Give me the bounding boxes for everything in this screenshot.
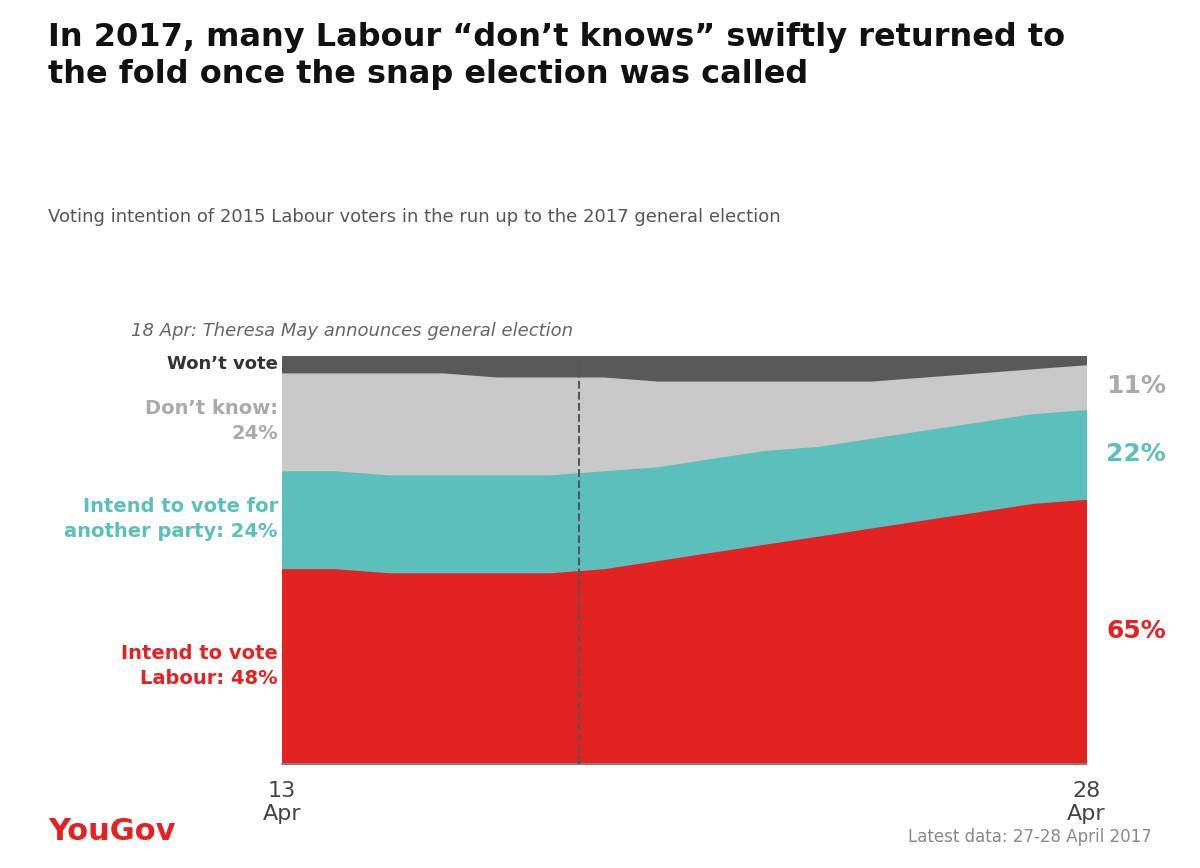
- Text: 11%: 11%: [1106, 374, 1166, 398]
- Text: Don’t know:
24%: Don’t know: 24%: [145, 399, 278, 444]
- Text: YouGov: YouGov: [48, 818, 175, 846]
- Text: Latest data: 27-28 April 2017: Latest data: 27-28 April 2017: [908, 828, 1152, 846]
- Text: 65%: 65%: [1106, 619, 1166, 643]
- Text: 22%: 22%: [1106, 442, 1166, 466]
- Text: In 2017, many Labour “don’t knows” swiftly returned to
the fold once the snap el: In 2017, many Labour “don’t knows” swift…: [48, 22, 1066, 89]
- Text: Won’t vote: Won’t vote: [167, 355, 278, 373]
- Text: Intend to vote
Labour: 48%: Intend to vote Labour: 48%: [121, 644, 278, 688]
- Text: Voting intention of 2015 Labour voters in the run up to the 2017 general electio: Voting intention of 2015 Labour voters i…: [48, 208, 781, 227]
- Text: Intend to vote for
another party: 24%: Intend to vote for another party: 24%: [65, 497, 278, 541]
- Text: 18 Apr: Theresa May announces general election: 18 Apr: Theresa May announces general el…: [132, 322, 574, 340]
